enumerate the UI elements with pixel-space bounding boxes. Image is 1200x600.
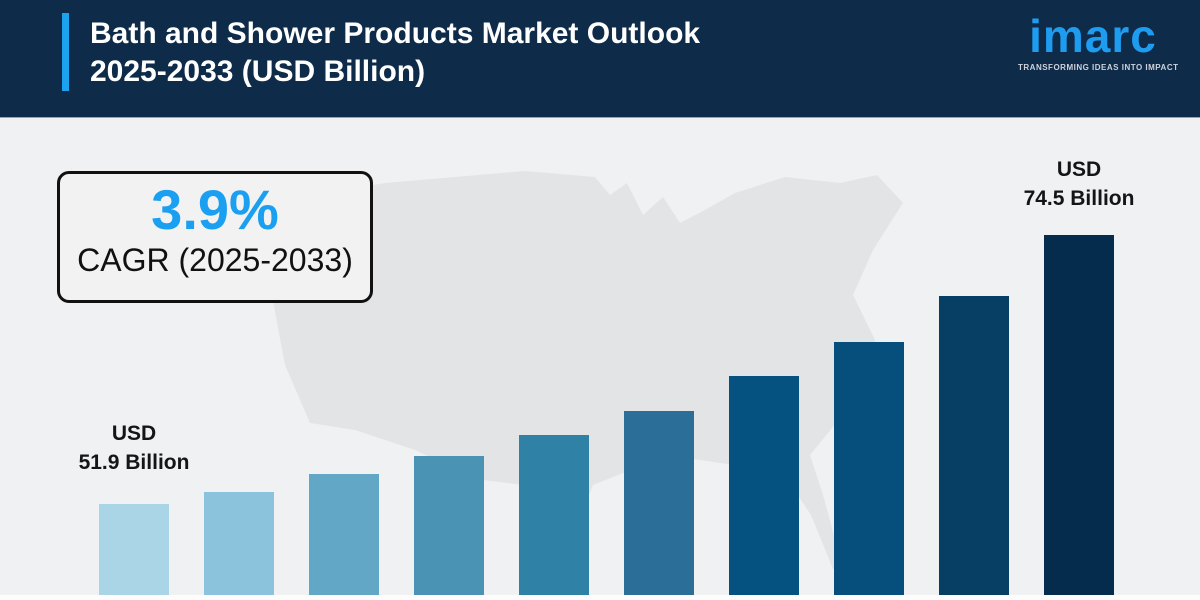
bar-9 <box>939 296 1009 595</box>
imarc-logo-tagline: TRANSFORMING IDEAS INTO IMPACT <box>1018 63 1179 72</box>
imarc-logo-text: imarc <box>1029 10 1157 62</box>
last-bar-value-line1: USD <box>1056 158 1102 181</box>
last-bar-value-line2: 74.5 Billion <box>1023 187 1135 210</box>
imarc-logo: imarc TRANSFORMING IDEAS INTO IMPACT <box>1018 10 1179 72</box>
bar-4 <box>414 456 484 595</box>
first-bar-value-label: USD 51.9 Billion <box>34 419 234 477</box>
chart-baseline <box>0 595 1200 600</box>
first-bar-value-line2: 51.9 Billion <box>78 451 190 474</box>
bar-5 <box>519 435 589 595</box>
title-accent-bar <box>62 13 69 91</box>
bar-2 <box>204 492 274 595</box>
header: Bath and Shower Products Market Outlook … <box>0 0 1200 118</box>
first-bar-value-line1: USD <box>111 422 157 445</box>
bar-7 <box>729 376 799 595</box>
cagr-value: 3.9% <box>151 178 279 241</box>
page-title-line1: Bath and Shower Products Market Outlook <box>90 17 701 50</box>
bar-6 <box>624 411 694 595</box>
usa-map-silhouette <box>270 171 903 573</box>
bar-3 <box>309 474 379 595</box>
cagr-label: CAGR (2025-2033) <box>77 242 353 278</box>
page-title: Bath and Shower Products Market Outlook … <box>90 15 700 91</box>
bar-10 <box>1044 235 1114 595</box>
bar-1 <box>99 504 169 595</box>
bar-8 <box>834 342 904 595</box>
page-title-line2: 2025-2033 (USD Billion) <box>90 55 426 88</box>
usa-map-shape <box>270 171 903 573</box>
last-bar-value-label: USD 74.5 Billion <box>979 155 1179 213</box>
cagr-callout-box: 3.9% CAGR (2025-2033) <box>57 171 373 303</box>
